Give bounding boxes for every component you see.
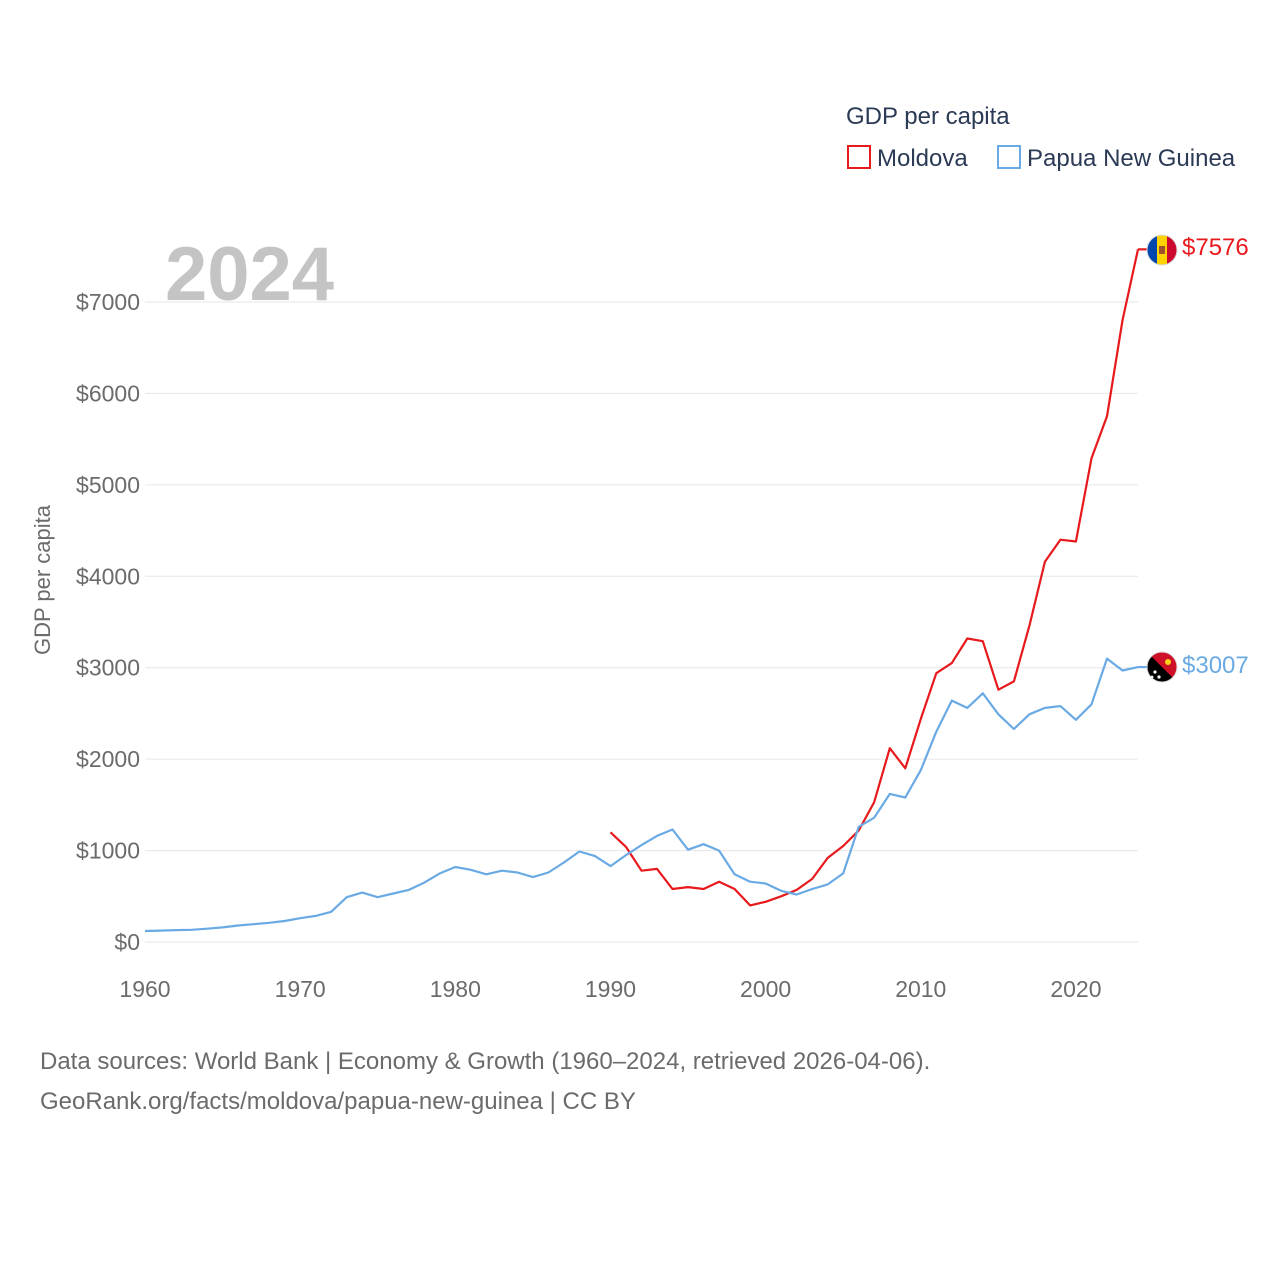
moldova-flag-icon xyxy=(1147,235,1177,265)
legend-label-papua-new-guinea[interactable]: Papua New Guinea xyxy=(1027,145,1236,172)
x-tick-label: 2000 xyxy=(740,976,791,1002)
y-tick-label: $3000 xyxy=(76,655,140,681)
series-line-moldova[interactable] xyxy=(609,249,1140,907)
footer-sources: Data sources: World Bank | Economy & Gro… xyxy=(40,1048,931,1075)
y-tick-label: $4000 xyxy=(76,563,140,589)
legend-label-moldova[interactable]: Moldova xyxy=(877,145,968,172)
x-tick-label: 1960 xyxy=(119,976,170,1002)
x-axis: 1960 1970 1980 1990 2000 2010 2020 xyxy=(119,976,1101,1002)
moldova-flag-border xyxy=(1146,234,1178,266)
legend: GDP per capita Moldova Papua New Guinea xyxy=(846,103,1236,172)
grid xyxy=(145,301,1138,943)
footer: Data sources: World Bank | Economy & Gro… xyxy=(40,1042,930,1122)
y-axis-label: GDP per capita xyxy=(30,504,55,655)
end-label-papua-new-guinea: $3007 xyxy=(1182,652,1249,679)
y-tick-label: $5000 xyxy=(76,472,140,498)
y-axis: $0 $1000 $2000 $3000 $4000 $5000 $6000 $7000 xyxy=(76,289,140,955)
x-tick-label: 1980 xyxy=(430,976,481,1002)
y-tick-label: $1000 xyxy=(76,838,140,864)
footer-link[interactable]: GeoRank.org/facts/moldova/papua-new-guin… xyxy=(40,1088,636,1115)
legend-swatch-papua-new-guinea[interactable] xyxy=(997,145,1021,169)
y-tick-label: $2000 xyxy=(76,746,140,772)
y-tick-label: $6000 xyxy=(76,380,140,406)
papua-new-guinea-flag-border xyxy=(1146,651,1178,683)
series-line-papua-new-guinea[interactable] xyxy=(144,657,1139,933)
y-tick-label: $7000 xyxy=(76,289,140,315)
papua-new-guinea-flag-icon xyxy=(1147,652,1177,682)
series-lines xyxy=(144,248,1147,933)
legend-swatch-moldova[interactable] xyxy=(847,145,871,169)
legend-title: GDP per capita xyxy=(846,103,1010,130)
x-tick-label: 1990 xyxy=(585,976,636,1002)
end-label-moldova: $7576 xyxy=(1182,234,1249,261)
x-tick-label: 1970 xyxy=(275,976,326,1002)
y-tick-label: $0 xyxy=(114,929,140,955)
year-display: 2024 xyxy=(165,232,334,317)
x-tick-label: 2020 xyxy=(1050,976,1101,1002)
x-tick-label: 2010 xyxy=(895,976,946,1002)
